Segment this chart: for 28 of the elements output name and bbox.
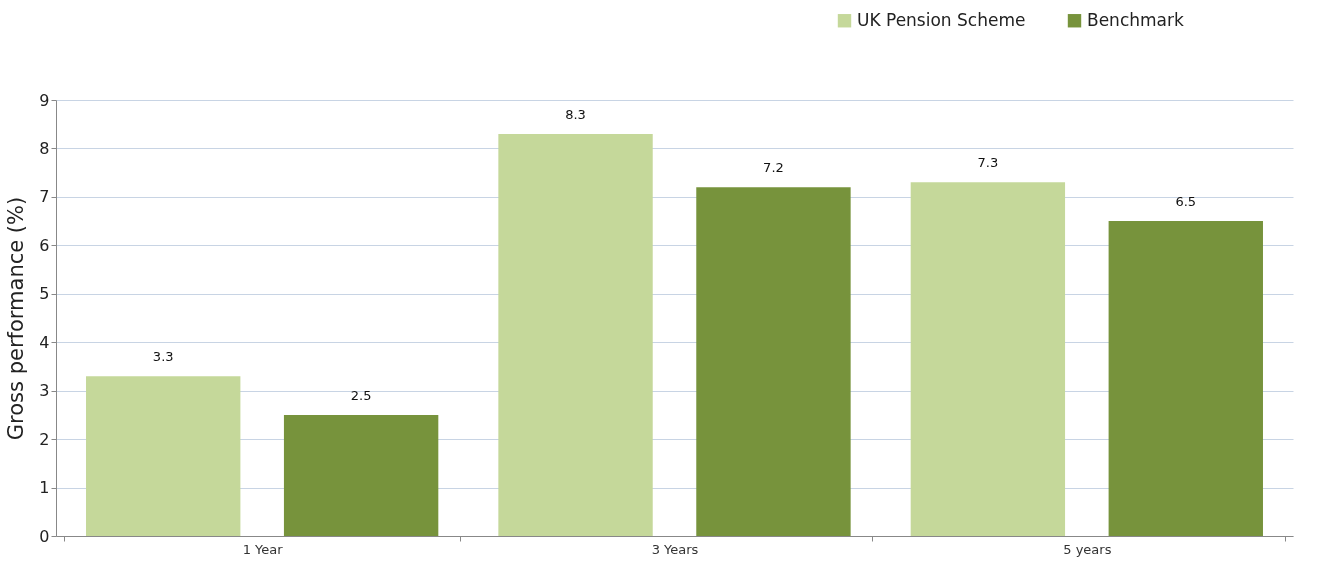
y-tick-label: 3: [39, 381, 50, 401]
bar: [696, 187, 851, 536]
x-tick-label: 1 Year: [242, 541, 284, 557]
x-tick-label: 5 years: [1063, 541, 1112, 557]
bar: [910, 182, 1066, 536]
legend-label: UK Pension Scheme: [857, 9, 1026, 30]
bar: [498, 133, 653, 536]
bar: [86, 376, 241, 536]
y-tick-label: 7: [39, 187, 50, 207]
y-tick-label: 4: [39, 332, 50, 352]
data-label: 6.5: [1175, 194, 1197, 210]
legend-label: Benchmark: [1087, 9, 1184, 30]
bar: [1108, 221, 1263, 536]
data-label: 2.5: [350, 387, 372, 403]
y-axis-title: Gross performance (%): [4, 196, 29, 441]
data-label: 7.3: [977, 155, 999, 171]
y-tick-label: 0: [39, 526, 50, 546]
y-tick-label: 6: [39, 235, 50, 255]
y-tick-label: 1: [39, 478, 50, 498]
data-label: 7.2: [763, 160, 784, 176]
bar: [283, 414, 439, 536]
x-tick-label: 3 Years: [651, 541, 699, 557]
y-tick-label: 9: [39, 90, 50, 110]
data-label: 3.3: [152, 349, 174, 365]
y-tick-label: 5: [39, 284, 50, 304]
y-tick-label: 2: [39, 429, 50, 449]
y-tick-label: 8: [39, 138, 50, 158]
data-label: 8.3: [565, 106, 586, 122]
